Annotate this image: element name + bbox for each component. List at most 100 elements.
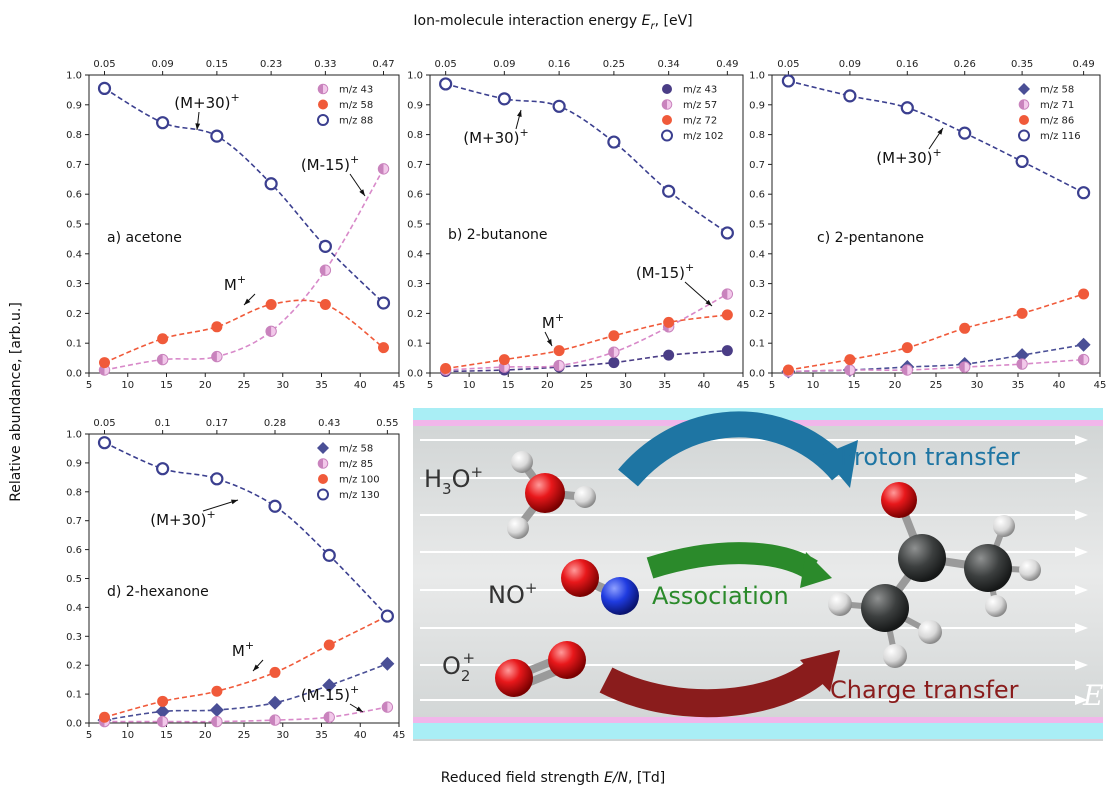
annotation-arrowhead xyxy=(253,664,260,671)
x-tick-label: 20 xyxy=(199,380,212,391)
data-point xyxy=(268,695,282,710)
x-tick-label: 35 xyxy=(658,380,671,391)
panel-label: b) 2-butanone xyxy=(448,227,548,243)
y-tick-label: 0.6 xyxy=(66,190,82,201)
o2-molecule xyxy=(495,641,586,697)
y-tick-label: 0.6 xyxy=(66,545,82,556)
y-tick-label: 0.4 xyxy=(749,249,765,260)
chart-panels: 0.0 0.1 0.2 0.3 0.4 0.5 0.6 0.7 0.8 0.9 1.0 5 10 15 20… xyxy=(66,59,1106,741)
data-point xyxy=(439,77,453,91)
y-tick-label: 0.2 xyxy=(407,309,423,320)
field-line-arrowhead xyxy=(1075,510,1088,520)
top-tick-label: 0.09 xyxy=(493,59,515,70)
series-fit-line xyxy=(104,299,384,364)
y-tick-label: 1.0 xyxy=(66,430,82,441)
legend-label: m/z 58 xyxy=(339,444,373,455)
field-line-arrowhead xyxy=(1075,473,1088,483)
x-tick-label: 35 xyxy=(315,730,328,741)
top-tick-label: 0.33 xyxy=(314,59,336,70)
x-tick-label: 25 xyxy=(238,380,251,391)
legend-marker xyxy=(318,99,328,110)
field-line-arrowhead xyxy=(1075,547,1088,557)
series-fit-line xyxy=(445,293,728,371)
data-point xyxy=(377,163,390,175)
y-tick-label: 0.8 xyxy=(407,130,423,141)
data-point xyxy=(607,135,621,149)
data-point xyxy=(663,349,675,361)
panel-label: a) acetone xyxy=(107,230,182,246)
y-tick-label: 0.3 xyxy=(749,279,765,290)
y-tick-label: 0.7 xyxy=(66,160,82,171)
top-tick-label: 0.05 xyxy=(777,59,799,70)
top-tick-label: 0.09 xyxy=(839,59,861,70)
data-point xyxy=(265,298,277,310)
data-point xyxy=(99,711,110,723)
legend-label: m/z 58 xyxy=(1040,85,1074,96)
x-tick-label: 40 xyxy=(354,730,367,741)
top-tick-label: 0.49 xyxy=(716,59,738,70)
series-fit-line xyxy=(104,168,385,371)
data-point xyxy=(381,701,394,713)
data-point xyxy=(1016,307,1028,319)
field-lines xyxy=(420,435,1088,705)
top-tick-label: 0.1 xyxy=(155,418,171,429)
bottom-electrode-pink xyxy=(413,717,1103,723)
data-point xyxy=(318,239,332,253)
data-point xyxy=(721,345,733,357)
y-tick-label: 0.9 xyxy=(407,100,423,111)
legend-label: m/z 102 xyxy=(683,131,724,142)
y-tick-label: 0.6 xyxy=(749,190,765,201)
data-point xyxy=(1016,358,1028,370)
x-tick-label: 45 xyxy=(1094,380,1106,391)
field-line-arrowhead xyxy=(1075,585,1088,595)
data-point xyxy=(1076,186,1091,200)
top-tick-label: 0.16 xyxy=(896,59,918,70)
data-point xyxy=(210,129,224,143)
y-tick-label: 0.8 xyxy=(66,487,82,498)
panel-label: c) 2-pentanone xyxy=(817,230,924,246)
annotation-arrowhead xyxy=(231,499,238,505)
data-point xyxy=(264,177,278,191)
x-tick-label: 30 xyxy=(971,380,984,391)
legend-label: m/z 72 xyxy=(683,116,717,127)
data-point xyxy=(155,704,170,719)
x-tick-label: 30 xyxy=(619,380,632,391)
data-point xyxy=(99,357,110,369)
x-tick-label: 10 xyxy=(121,380,134,391)
top-tick-label: 0.25 xyxy=(603,59,625,70)
data-point xyxy=(608,346,620,358)
y-tick-label: 0.9 xyxy=(749,100,765,111)
data-point xyxy=(209,702,224,717)
data-point xyxy=(378,342,389,354)
data-point xyxy=(900,101,914,115)
data-point xyxy=(98,364,111,376)
data-point xyxy=(662,184,676,198)
association-label: Association xyxy=(652,582,789,610)
legend-marker xyxy=(661,129,673,142)
y-tick-label: 0.1 xyxy=(66,339,82,350)
proton-transfer-arrow xyxy=(618,411,852,487)
top-tick-label: 0.16 xyxy=(548,59,570,70)
top-tick-label: 0.05 xyxy=(435,59,457,70)
data-point xyxy=(843,89,857,103)
data-point xyxy=(156,353,169,366)
data-point xyxy=(380,656,395,671)
legend-label: m/z 43 xyxy=(339,85,373,96)
data-point xyxy=(552,99,566,113)
data-point xyxy=(498,354,510,366)
annotation-arrowhead xyxy=(244,298,251,305)
y-tick-label: 0.0 xyxy=(66,719,82,730)
data-point xyxy=(844,364,856,376)
x-tick-label: 40 xyxy=(1053,380,1066,391)
top-tick-label: 0.28 xyxy=(264,418,286,429)
series-annotation: M+ xyxy=(232,639,254,660)
series-fit-line xyxy=(104,706,388,723)
data-point xyxy=(497,92,511,106)
data-point xyxy=(156,462,170,476)
data-point xyxy=(959,361,971,373)
data-point xyxy=(721,309,733,321)
x-tick-label: 20 xyxy=(541,380,554,391)
top-tick-label: 0.26 xyxy=(954,59,976,70)
series-fit-line xyxy=(788,293,1084,371)
series-fit-line xyxy=(104,441,388,617)
